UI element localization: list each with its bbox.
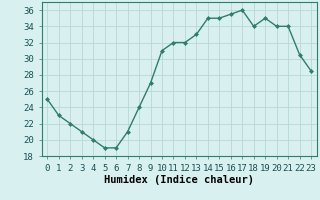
X-axis label: Humidex (Indice chaleur): Humidex (Indice chaleur) (104, 175, 254, 185)
